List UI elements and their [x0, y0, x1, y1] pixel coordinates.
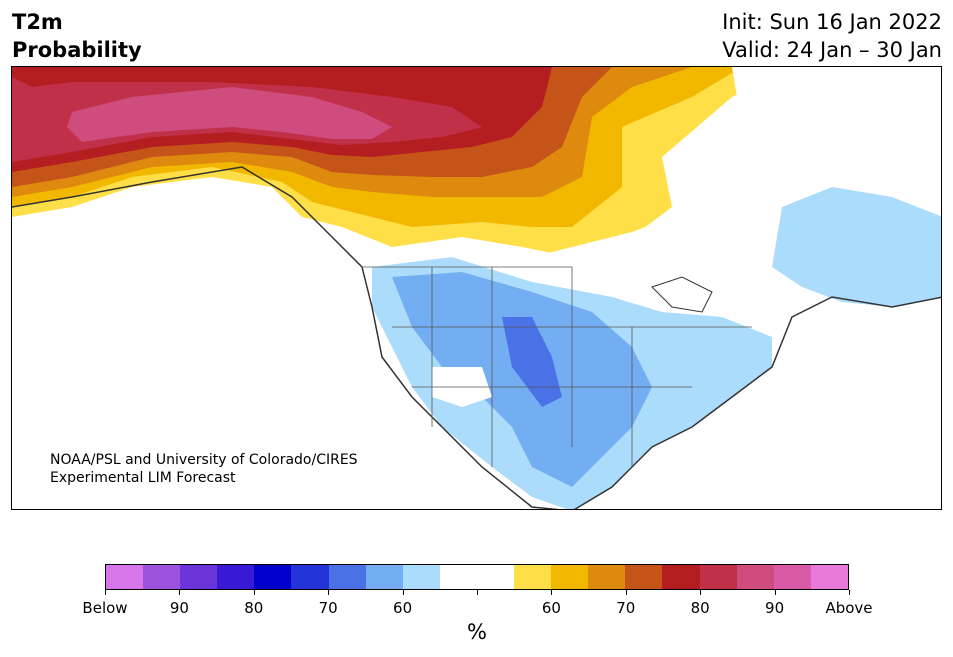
credit-line-2: Experimental LIM Forecast [50, 470, 236, 486]
colorbar-swatch [736, 565, 774, 589]
map-title: T2m Probability [12, 8, 142, 64]
colorbar-tick-label: Below [82, 599, 128, 617]
colorbar-swatch [143, 565, 181, 589]
colorbar-tick-label: 80 [244, 599, 264, 617]
colorbar-tick-label: 70 [318, 599, 338, 617]
colorbar-swatch [699, 565, 737, 589]
credit-line-1: NOAA/PSL and University of Colorado/CIRE… [50, 452, 358, 468]
colorbar-tick-mark [402, 590, 404, 595]
colorbar-tick-mark [179, 590, 181, 595]
colorbar-swatch [291, 565, 329, 589]
colorbar-tick-mark [625, 590, 627, 595]
colorbar-tick-mark [849, 590, 850, 595]
colorbar-swatch [328, 565, 366, 589]
below-60-region-northeast [772, 187, 941, 307]
colorbar-tick-label: 90 [765, 599, 785, 617]
state-borders [362, 266, 752, 467]
colorbar-tick-mark [328, 590, 330, 595]
title-line-1: T2m [12, 10, 63, 34]
colorbar-swatch [180, 565, 218, 589]
colorbar-swatch [625, 565, 663, 589]
colorbar-tick-label: 60 [393, 599, 413, 617]
colorbar-swatch [662, 565, 700, 589]
colorbar-swatch [810, 565, 848, 589]
colorbar-swatch [439, 565, 477, 589]
colorbar-tick-mark [700, 590, 702, 595]
forecast-map: NOAA/PSL and University of Colorado/CIRE… [11, 66, 942, 510]
colorbar-tick-mark [105, 590, 106, 595]
forecast-dates: Init: Sun 16 Jan 2022 Valid: 24 Jan – 30… [722, 8, 942, 64]
colorbar-unit-label: % [467, 620, 487, 644]
colorbar-tick-label: Above [825, 599, 873, 617]
colorbar-tick-mark [774, 590, 776, 595]
valid-date: Valid: 24 Jan – 30 Jan [722, 38, 942, 62]
colorbar-swatch [402, 565, 440, 589]
probability-colorbar [105, 564, 849, 590]
colorbar-swatch [476, 565, 515, 589]
colorbar-swatch [106, 565, 144, 589]
init-date: Init: Sun 16 Jan 2022 [722, 10, 942, 34]
colorbar-swatch [514, 565, 552, 589]
above-90-region [67, 87, 392, 142]
colorbar-tick-label: 70 [616, 599, 636, 617]
colorbar-tick-mark [551, 590, 553, 595]
colorbar-tick-mark [253, 590, 255, 595]
great-lakes [651, 276, 713, 313]
colorbar-tick-label: 80 [690, 599, 710, 617]
colorbar-swatch [217, 565, 255, 589]
credit-text: NOAA/PSL and University of Colorado/CIRE… [50, 451, 358, 487]
colorbar-swatch [773, 565, 811, 589]
colorbar-tick-label: 60 [541, 599, 561, 617]
title-line-2: Probability [12, 38, 142, 62]
colorbar-swatch [365, 565, 403, 589]
colorbar-tick-label: 90 [169, 599, 189, 617]
below-70-region [502, 317, 562, 407]
colorbar-swatch [551, 565, 589, 589]
colorbar-swatch [588, 565, 626, 589]
colorbar-tick-mark [477, 590, 478, 595]
colorbar-swatch [254, 565, 292, 589]
map-canvas [12, 67, 941, 509]
